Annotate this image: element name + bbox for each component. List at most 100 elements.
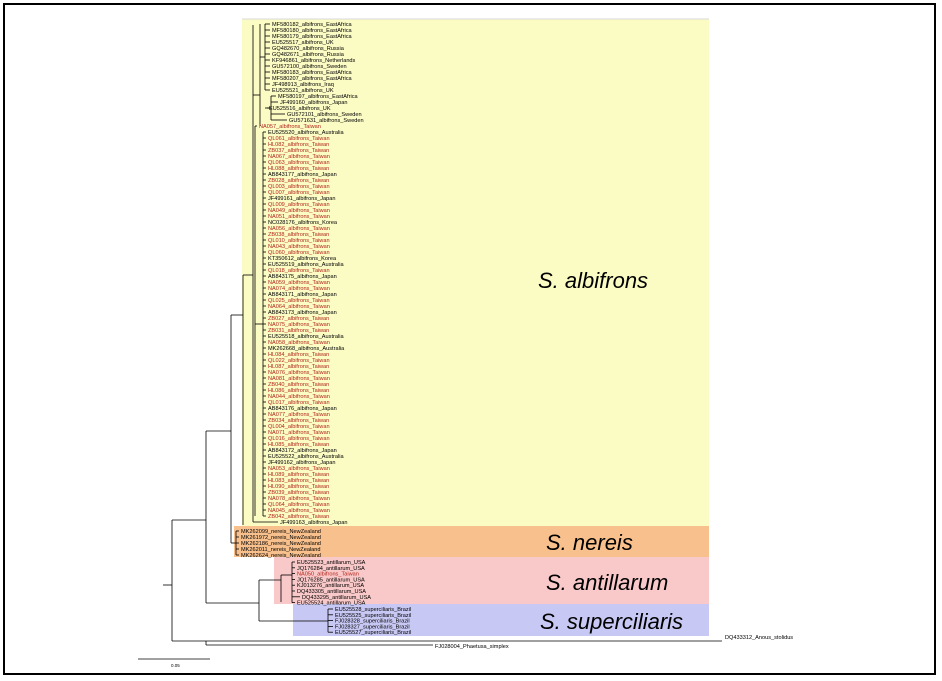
tip-label: EU525518_albifrons_Australia [268,334,344,340]
tip-label: JF499161_albifrons_Japan [268,196,336,202]
tip-label: NA045_albifrons_Taiwan [268,508,330,514]
tip-label: NA074_albifrons_Taiwan [268,286,330,292]
tip-label: NA057_albifrons_Taiwan [259,124,321,130]
tip-label: MK262099_nereis_NewZealand [241,529,321,535]
tip-label: ZB042_albifrons_Taiwan [268,514,329,520]
tip-label: NA067_albifrons_Taiwan [268,154,330,160]
clade-label-antillarum: S. antillarum [546,570,668,595]
tip-label: EU525522_albifrons_Australia [268,454,344,460]
tip-label: NA053_albifrons_Taiwan [268,466,330,472]
tip-label: AB843177_albifrons_Japan [268,172,337,178]
tip-label: AB843171_albifrons_Japan [268,292,337,298]
tip-label: EU525527_superciliaris_Brazil [335,630,411,636]
clade-label-superciliaris: S. superciliaris [540,609,683,634]
tip-label: MF580180_albifrons_EastAfrica [272,28,352,34]
tip-label: NA075_albifrons_Taiwan [268,322,330,328]
tip-label: AB843172_albifrons_Japan [268,448,337,454]
tip-label: HL085_albifrons_Taiwan [268,442,329,448]
tip-label: MF580182_albifrons_EastAfrica [272,22,352,28]
tip-label: MK262011_nereis_NewZealand [241,547,321,553]
clade-band-antillarum [274,557,709,604]
phylogenetic-tree: MF580182_albifrons_EastAfricaMF580180_al… [138,18,793,668]
tip-label: QL007_albifrons_Taiwan [268,190,330,196]
tip-label: QL022_albifrons_Taiwan [268,358,330,364]
tip-label: EU525519_albifrons_Australia [268,262,344,268]
tip-label: HL086_albifrons_Taiwan [268,388,329,394]
tip-label: MK262624_nereis_NewZealand [241,553,321,559]
tip-label: QL010_albifrons_Taiwan [268,238,330,244]
tip-label: EU525516_albifrons_UK [269,106,331,112]
tip-label: ZB028_albifrons_Taiwan [268,178,329,184]
tip-label: HL090_albifrons_Taiwan [268,484,329,490]
tip-label: QL004_albifrons_Taiwan [268,424,330,430]
clade-band-nereis [234,526,709,557]
tree-branches [163,23,722,646]
tip-label: AB843176_albifrons_Japan [268,406,337,412]
tip-label: ZB031_albifrons_Taiwan [268,328,329,334]
tip-label: JQ176284_antillarum_USA [297,566,365,572]
tip-label: QL060_albifrons_Taiwan [268,250,330,256]
tip-label: NA043_albifrons_Taiwan [268,244,330,250]
tip-label: ZB039_albifrons_Taiwan [268,490,329,496]
tip-label: QL061_albifrons_Taiwan [268,136,330,142]
tip-label: EU525525_superciliaris_Brazil [335,613,411,619]
tip-label: QL003_albifrons_Taiwan [268,184,330,190]
clade-label-albifrons: S. albifrons [538,268,648,293]
tip-label: MK262186_nereis_NewZealand [241,541,321,547]
tip-label-anous: DQ433312_Anous_stolidus [725,635,793,641]
tip-label: NA078_albifrons_Taiwan [268,496,330,502]
tip-label: MK261972_nereis_NewZealand [241,535,321,541]
tip-label-phaetusa: FJ028004_Phaetusa_simplex [435,644,509,650]
tip-label: ZB038_albifrons_Taiwan [268,232,329,238]
tip-label: JF499160_albifrons_Japan [280,100,348,106]
tip-label: NA049_albifrons_Taiwan [268,208,330,214]
tip-label: QL025_albifrons_Taiwan [268,298,330,304]
tip-label: NC028176_albifrons_Korea [268,220,338,226]
tip-labels: MF580182_albifrons_EastAfricaMF580180_al… [241,22,411,636]
tip-label: KJ013276_antillarum_USA [297,583,364,589]
tip-label: QL064_albifrons_Taiwan [268,502,330,508]
tip-label: NA051_albifrons_Taiwan [268,214,330,220]
tip-label: QL016_albifrons_Taiwan [268,436,330,442]
tip-label: NA058_albifrons_Taiwan [268,340,330,346]
tip-label: FJ028327_superciliaris_Brazil [335,624,410,630]
tip-label: NA077_albifrons_Taiwan [268,412,330,418]
tip-label: HL082_albifrons_Taiwan [268,142,329,148]
tip-label: EU525520_albifrons_Australia [268,130,344,136]
tip-label: EU525517_albifrons_UK [272,40,334,46]
tip-label: KF946861_albifrons_Netherlands [272,58,356,64]
tip-label: NA059_albifrons_Taiwan [268,280,330,286]
tip-label: ZB034_albifrons_Taiwan [268,418,329,424]
tip-label: JF499163_albifrons_Japan [280,520,348,526]
figure-frame: MF580182_albifrons_EastAfrica MF580180_al… [3,3,936,675]
tip-label: NA071_albifrons_Taiwan [268,430,330,436]
clade-band-albifrons [242,19,709,527]
tip-label: NA064_albifrons_Taiwan [268,304,330,310]
tip-label: MF580179_albifrons_EastAfrica [272,34,352,40]
clade-band-superciliaris [293,604,709,636]
tip-label: QL018_albifrons_Taiwan [268,268,330,274]
tip-label: NA044_albifrons_Taiwan [268,394,330,400]
tip-label: HL087_albifrons_Taiwan [268,364,329,370]
tip-label: NA056_albifrons_Taiwan [268,226,330,232]
tip-label: KT350612_albifrons_Korea [268,256,337,262]
tip-label: JF499162_albifrons_Japan [268,460,336,466]
scale-bar-label: 0.05 [171,663,180,668]
tip-label: DQ433295_antillarum_USA [302,595,371,601]
tip-label: HL084_albifrons_Taiwan [268,352,329,358]
tip-label: NA076_albifrons_Taiwan [268,370,330,376]
tip-label: QL009_albifrons_Taiwan [268,202,330,208]
tip-label: JF498913_albifrons_Iraq [272,82,334,88]
tip-label: ZB027_albifrons_Taiwan [268,316,329,322]
tip-label: HL088_albifrons_Taiwan [268,166,329,172]
tip-label: EU525521_albifrons_UK [272,88,334,94]
tip-label: QL063_albifrons_Taiwan [268,160,330,166]
tip-label: ZB040_albifrons_Taiwan [268,382,329,388]
tip-label: JQ176285_antillarum_USA [297,577,365,583]
clade-label-nereis: S. nereis [546,530,633,555]
tip-label: MK262668_albifrons_Australia [268,346,345,352]
tip-label: HL083_albifrons_Taiwan [268,478,329,484]
tip-label: EU525528_superciliaris_Brazil [335,607,411,613]
tip-label: FJ028328_superciliaris_Brazil [335,619,410,625]
tip-label: DQ433305_antillarum_USA [297,589,366,595]
